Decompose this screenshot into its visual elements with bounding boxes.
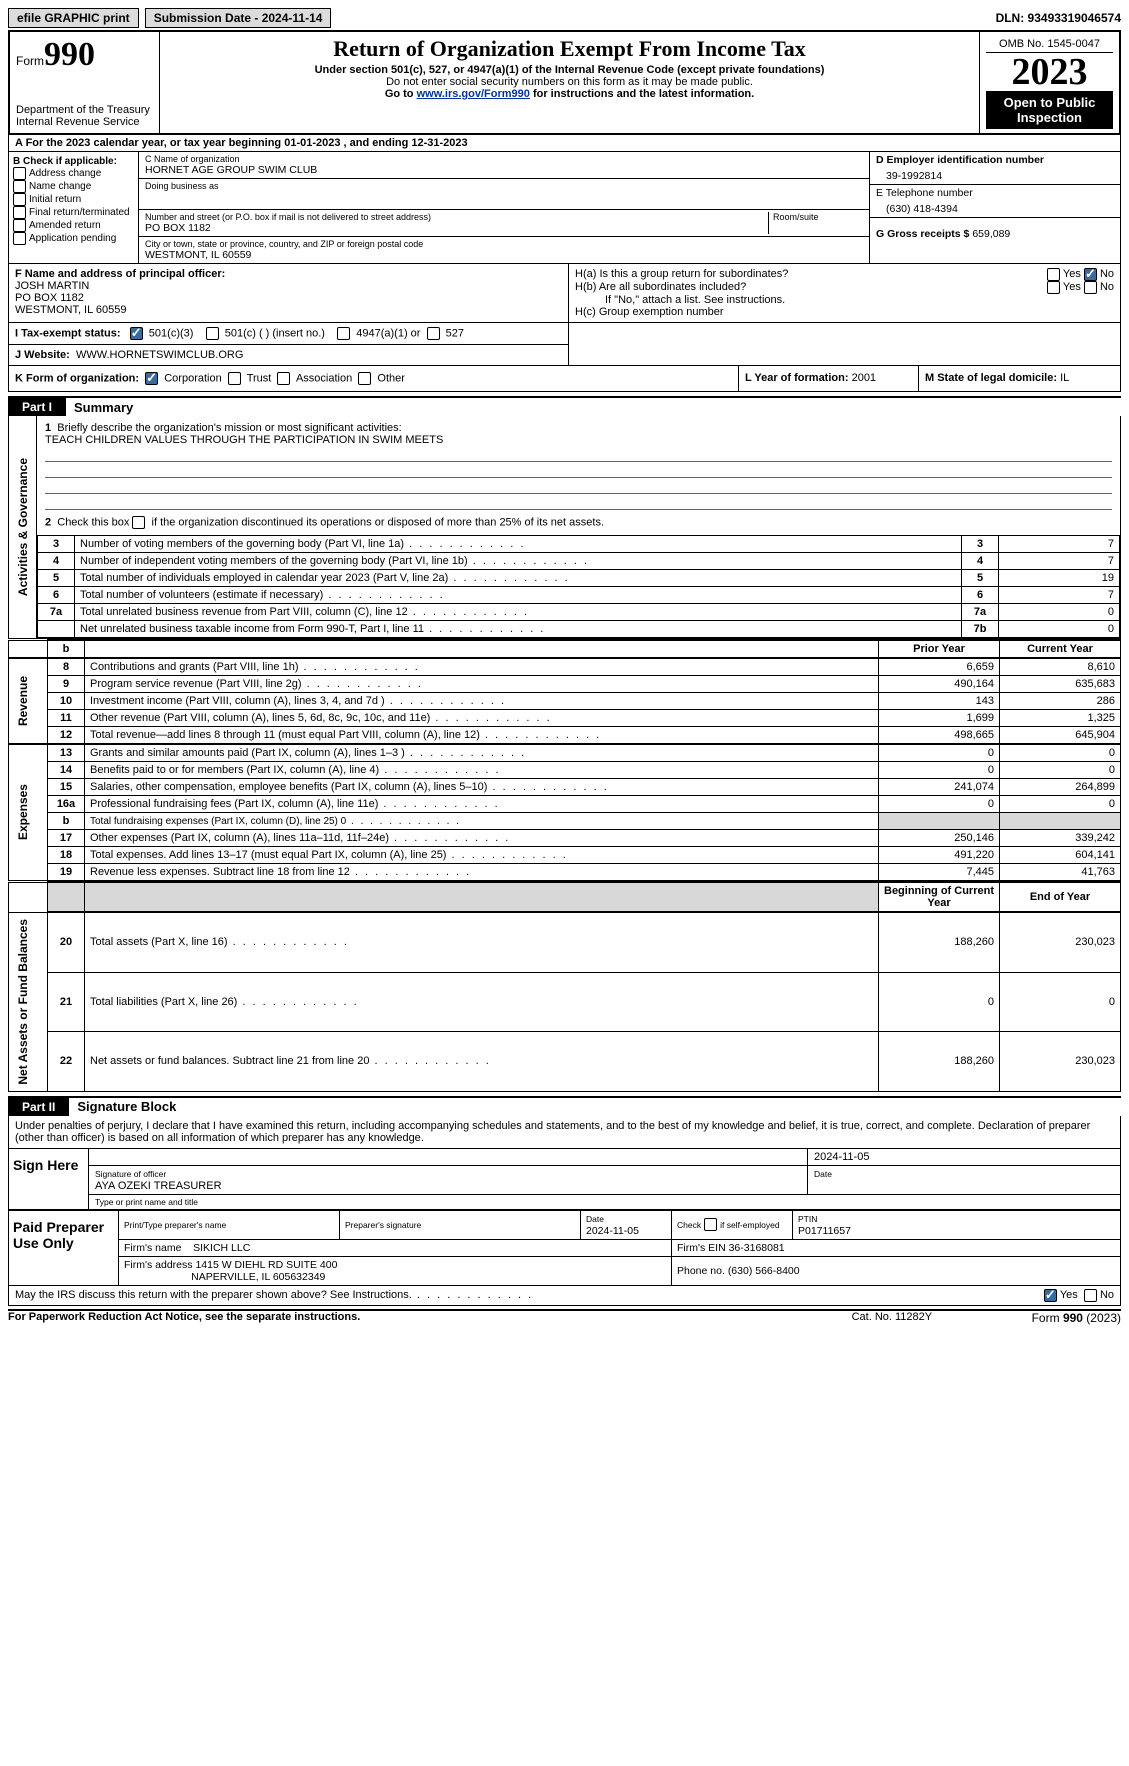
col-b-checkboxes: B Check if applicable: Address change Na…	[9, 152, 139, 263]
mission: TEACH CHILDREN VALUES THROUGH THE PARTIC…	[45, 434, 1112, 446]
checkbox-application-pending[interactable]	[13, 232, 26, 245]
officer-signature: AYA OZEKI TREASURER	[95, 1180, 222, 1192]
checkbox-name-change[interactable]	[13, 180, 26, 193]
prior-current-header: b Prior Year Current Year	[8, 639, 1121, 658]
signature-block: Under penalties of perjury, I declare th…	[8, 1116, 1121, 1210]
checkbox-association[interactable]	[277, 372, 290, 385]
checkbox-hb-yes[interactable]	[1047, 281, 1060, 294]
col-c-org: C Name of organization HORNET AGE GROUP …	[139, 152, 870, 263]
dln: DLN: 93493319046574	[996, 11, 1121, 25]
checkbox-hb-no[interactable]	[1084, 281, 1097, 294]
state-domicile: IL	[1060, 372, 1069, 384]
checkbox-corporation[interactable]	[145, 372, 158, 385]
firm-addr1: 1415 W DIEHL RD SUITE 400	[195, 1259, 337, 1271]
subtitle-2: Do not enter social security numbers on …	[166, 76, 973, 88]
ag-table: 3Number of voting members of the governi…	[37, 535, 1120, 638]
phone: (630) 418-4394	[876, 199, 1114, 215]
form-number: Form990	[16, 36, 153, 74]
department: Department of the Treasury Internal Reve…	[16, 104, 153, 128]
expenses-table: Expenses13Grants and similar amounts pai…	[8, 744, 1121, 881]
may-irs-discuss: May the IRS discuss this return with the…	[8, 1286, 1121, 1306]
section-fh: F Name and address of principal officer:…	[8, 264, 1121, 323]
open-to-public: Open to Public Inspection	[986, 91, 1113, 129]
subtitle-3: Go to www.irs.gov/Form990 for instructio…	[166, 88, 973, 100]
checkbox-final-return[interactable]	[13, 206, 26, 219]
ein: 39-1992814	[876, 166, 1114, 182]
form-header: Form990 Department of the Treasury Inter…	[8, 30, 1121, 135]
efile-print-button[interactable]: efile GRAPHIC print	[8, 8, 139, 28]
part2-header: Part II Signature Block	[8, 1096, 1121, 1116]
submission-date: Submission Date - 2024-11-14	[145, 8, 332, 28]
checkbox-may-yes[interactable]	[1044, 1289, 1057, 1302]
side-label-ag: Activities & Governance	[14, 454, 32, 600]
netassets-header: Beginning of Current Year End of Year	[8, 881, 1121, 912]
officer-name: JOSH MARTIN	[15, 280, 562, 292]
checkbox-ha-no[interactable]	[1084, 268, 1097, 281]
section-bcd: B Check if applicable: Address change Na…	[8, 152, 1121, 264]
col-d-right: D Employer identification number 39-1992…	[870, 152, 1120, 263]
section-klm: K Form of organization: Corporation Trus…	[8, 366, 1121, 392]
checkbox-4947[interactable]	[337, 327, 350, 340]
activities-governance: Activities & Governance 1 Briefly descri…	[8, 416, 1121, 639]
org-name: HORNET AGE GROUP SWIM CLUB	[145, 164, 863, 176]
website: WWW.HORNETSWIMCLUB.ORG	[76, 349, 243, 361]
firm-phone: (630) 566-8400	[728, 1265, 800, 1277]
checkbox-self-employed[interactable]	[704, 1218, 717, 1231]
checkbox-ha-yes[interactable]	[1047, 268, 1060, 281]
sign-here-label: Sign Here	[9, 1148, 89, 1209]
part1-header: Part I Summary	[8, 396, 1121, 416]
checkbox-other[interactable]	[358, 372, 371, 385]
checkbox-527[interactable]	[427, 327, 440, 340]
checkbox-may-no[interactable]	[1084, 1289, 1097, 1302]
checkbox-501c[interactable]	[206, 327, 219, 340]
ptin: P01711657	[798, 1225, 851, 1237]
page-footer: For Paperwork Reduction Act Notice, see …	[8, 1309, 1121, 1325]
checkbox-amended-return[interactable]	[13, 219, 26, 232]
firm-name: SIKICH LLC	[193, 1242, 250, 1254]
checkbox-trust[interactable]	[228, 372, 241, 385]
org-street: PO BOX 1182	[145, 222, 768, 234]
subtitle-1: Under section 501(c), 527, or 4947(a)(1)…	[166, 64, 973, 76]
tax-period: A For the 2023 calendar year, or tax yea…	[8, 135, 1121, 152]
irs-link[interactable]: www.irs.gov/Form990	[417, 88, 530, 100]
paid-preparer: Paid Preparer Use Only Print/Type prepar…	[8, 1210, 1121, 1286]
officer-addr2: WESTMONT, IL 60559	[15, 304, 562, 316]
tax-year: 2023	[986, 53, 1113, 91]
checkbox-initial-return[interactable]	[13, 193, 26, 206]
firm-addr2: NAPERVILLE, IL 605632349	[191, 1271, 325, 1283]
checkbox-501c3[interactable]	[130, 327, 143, 340]
firm-ein: 36-3168081	[729, 1242, 785, 1254]
section-ij: I Tax-exempt status: 501(c)(3) 501(c) ( …	[8, 323, 1121, 366]
org-city: WESTMONT, IL 60559	[145, 249, 863, 261]
checkbox-discontinued[interactable]	[132, 516, 145, 529]
gross-receipts: 659,089	[972, 228, 1010, 240]
top-bar: efile GRAPHIC print Submission Date - 20…	[8, 8, 1121, 28]
year-formation: 2001	[852, 372, 876, 384]
checkbox-address-change[interactable]	[13, 167, 26, 180]
officer-addr1: PO BOX 1182	[15, 292, 562, 304]
revenue-table: Revenue8Contributions and grants (Part V…	[8, 658, 1121, 744]
netassets-table: Net Assets or Fund Balances20Total asset…	[8, 912, 1121, 1092]
form-title: Return of Organization Exempt From Incom…	[166, 36, 973, 62]
